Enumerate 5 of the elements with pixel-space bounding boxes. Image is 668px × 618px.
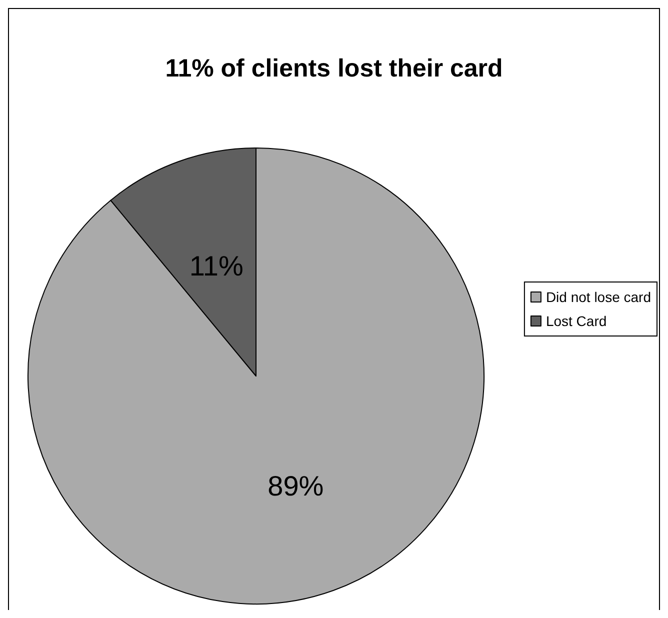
- data-label: 11%: [189, 250, 244, 282]
- legend-label: Lost Card: [546, 313, 607, 329]
- chart-title: 11% of clients lost their card: [165, 54, 503, 82]
- legend-label: Did not lose card: [546, 289, 652, 305]
- data-label: 89%: [268, 470, 324, 502]
